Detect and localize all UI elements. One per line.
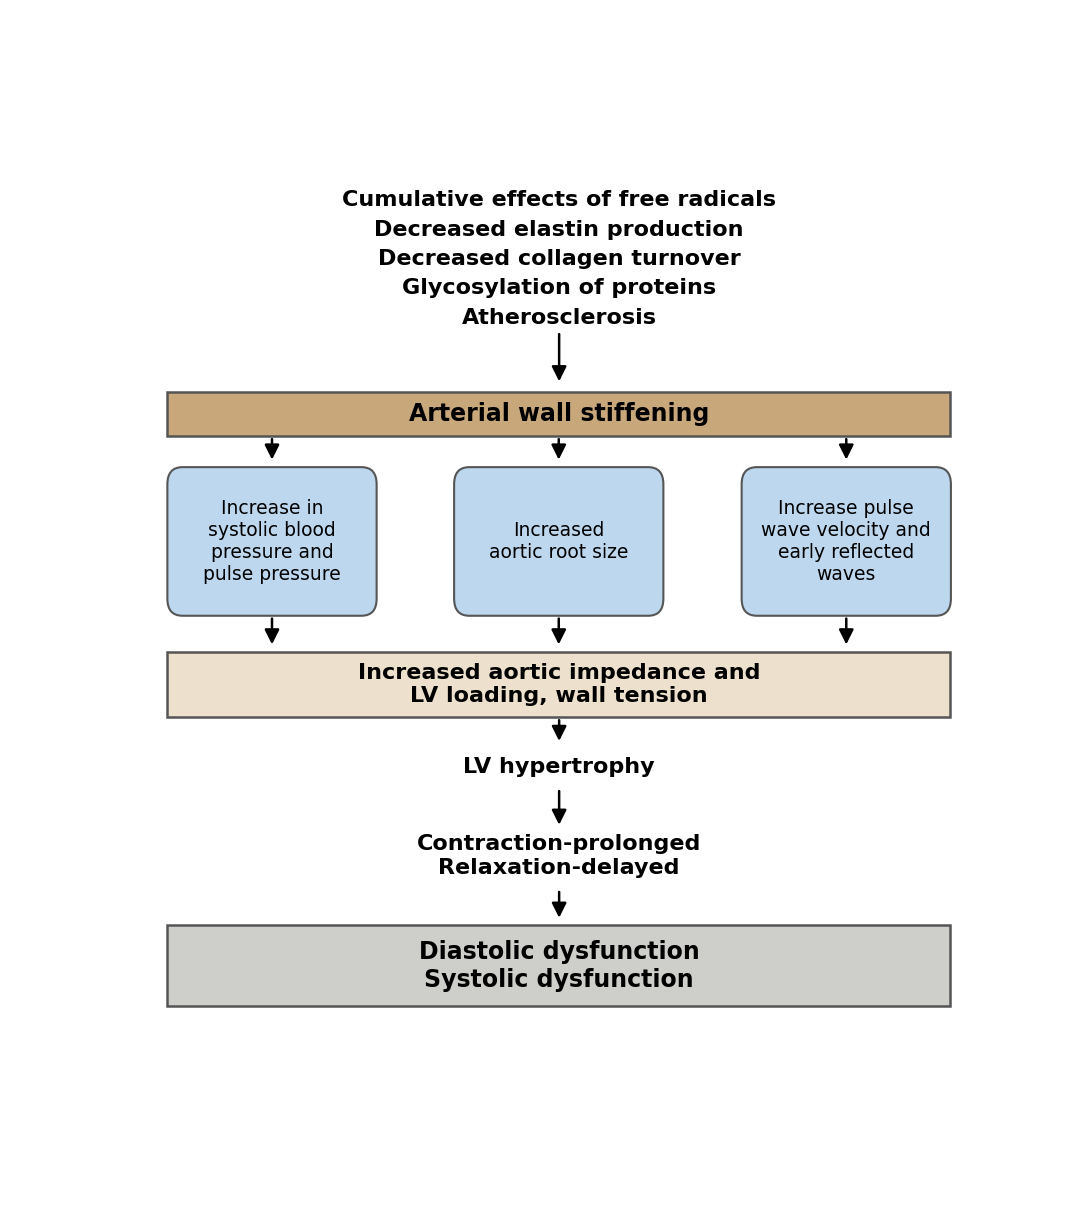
FancyBboxPatch shape [167,467,376,616]
Text: Decreased collagen turnover: Decreased collagen turnover [377,248,741,269]
FancyBboxPatch shape [454,467,663,616]
Text: Increase pulse
wave velocity and
early reflected
waves: Increase pulse wave velocity and early r… [762,499,931,584]
Text: Glycosylation of proteins: Glycosylation of proteins [403,278,716,299]
FancyBboxPatch shape [167,391,950,437]
Text: Cumulative effects of free radicals: Cumulative effects of free radicals [343,191,776,210]
FancyBboxPatch shape [742,467,951,616]
Text: Diastolic dysfunction
Systolic dysfunction: Diastolic dysfunction Systolic dysfuncti… [419,940,699,991]
FancyBboxPatch shape [167,652,950,717]
Text: Increased
aortic root size: Increased aortic root size [489,522,628,562]
Text: Contraction-prolonged
Relaxation-delayed: Contraction-prolonged Relaxation-delayed [417,834,702,877]
FancyBboxPatch shape [167,925,950,1006]
Text: Increase in
systolic blood
pressure and
pulse pressure: Increase in systolic blood pressure and … [203,499,340,584]
Text: LV hypertrophy: LV hypertrophy [464,758,655,777]
Text: Decreased elastin production: Decreased elastin production [374,220,744,240]
Text: Atherosclerosis: Atherosclerosis [461,308,657,327]
Text: Arterial wall stiffening: Arterial wall stiffening [409,402,709,426]
Text: Increased aortic impedance and
LV loading, wall tension: Increased aortic impedance and LV loadin… [358,663,760,706]
